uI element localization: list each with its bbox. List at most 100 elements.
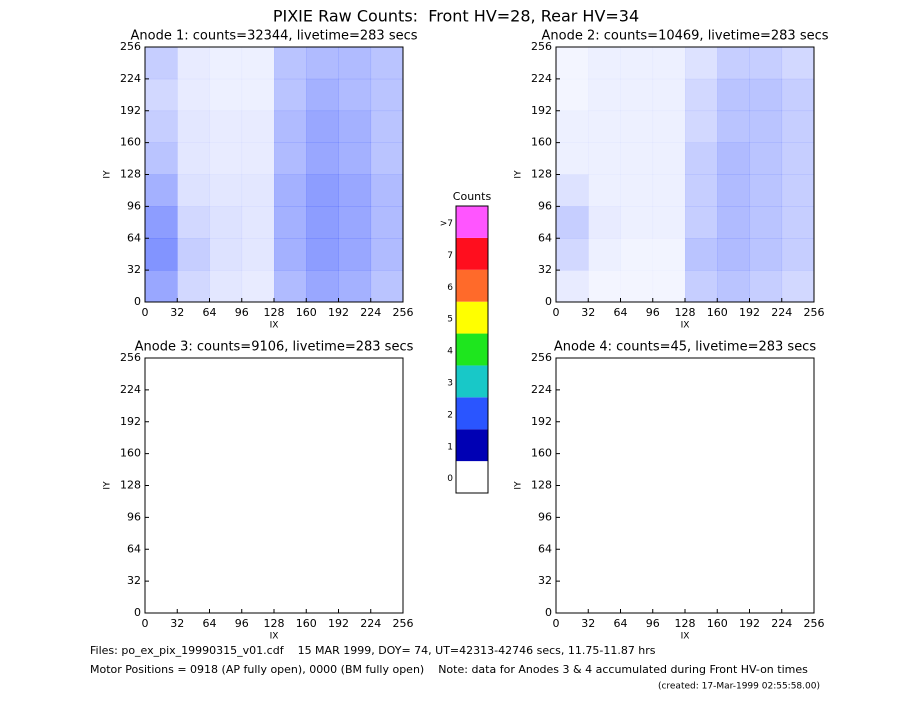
heat-cell (274, 110, 307, 143)
y-tick-label: 64 (538, 542, 552, 555)
y-tick-label: 32 (127, 263, 141, 276)
heat-cell (556, 238, 589, 271)
x-tick-label: 192 (328, 306, 349, 319)
x-tick-label: 192 (328, 617, 349, 630)
x-tick-label: 96 (646, 617, 660, 630)
heat-cell (749, 47, 783, 80)
heat-cell (556, 206, 589, 239)
heat-cell (781, 238, 815, 271)
x-tick-label: 64 (614, 617, 628, 630)
heat-cell (177, 78, 210, 112)
heat-cell (556, 47, 589, 80)
heat-cell (620, 270, 654, 303)
heat-cell (241, 78, 275, 112)
x-tick-label: 64 (203, 306, 217, 319)
heat-cell (652, 47, 686, 80)
heat-cell (652, 270, 686, 303)
heat-cell (274, 78, 307, 112)
heat-cell (652, 78, 686, 112)
colorbar-label: 5 (447, 315, 453, 325)
heat-cell (685, 270, 718, 303)
heat-cell (338, 206, 372, 239)
y-tick-label: 128 (531, 168, 552, 181)
heat-cell (177, 110, 210, 143)
heat-cell (685, 142, 718, 175)
x-tick-label: 128 (675, 617, 696, 630)
x-tick-label: 160 (296, 306, 317, 319)
heat-cell (306, 270, 339, 303)
heat-cell (556, 270, 589, 303)
y-axis-label: IY (103, 481, 113, 490)
colorbar-label: 0 (447, 474, 453, 484)
colorbar-frame (455, 205, 489, 494)
heat-cell (274, 47, 307, 80)
heat-cell (717, 238, 750, 271)
x-tick-label: 96 (646, 306, 660, 319)
heat-cell (685, 174, 718, 207)
heat-cell (306, 142, 339, 175)
y-tick-label: 256 (120, 351, 141, 364)
heat-cell (177, 270, 210, 303)
heat-cell (370, 78, 404, 112)
color-swatch (456, 333, 488, 366)
heat-cell (241, 47, 275, 80)
y-tick-label: 32 (538, 574, 552, 587)
heat-cell (781, 142, 815, 175)
panel-title: Anode 4: counts=45, livetime=283 secs (554, 340, 816, 355)
colorbar-label: 6 (447, 283, 453, 293)
heat-cell (177, 206, 210, 239)
heat-cell (588, 270, 621, 303)
color-swatch (456, 429, 488, 462)
x-tick-label: 128 (264, 617, 285, 630)
heat-cell (620, 78, 654, 112)
x-tick-label: 160 (707, 617, 728, 630)
x-tick-label: 256 (804, 306, 825, 319)
y-tick-label: 192 (120, 104, 141, 117)
heat-cell (781, 270, 815, 303)
color-swatch (456, 365, 488, 398)
heat-cell (588, 206, 621, 239)
colorbar-label: >7 (440, 219, 453, 229)
x-tick-label: 32 (581, 617, 595, 630)
heat-cell (370, 110, 404, 143)
x-tick-label: 96 (235, 617, 249, 630)
x-axis-label: IX (681, 632, 690, 642)
heat-cell (145, 238, 178, 271)
heat-cell (620, 47, 654, 80)
y-axis-label: IY (103, 170, 113, 179)
color-swatch (456, 461, 488, 493)
y-tick-label: 256 (120, 40, 141, 53)
y-tick-label: 192 (120, 415, 141, 428)
y-tick-label: 0 (134, 295, 141, 308)
colorbar-label: 4 (447, 347, 453, 357)
heat-cell (209, 270, 243, 303)
heat-cell (588, 142, 621, 175)
heat-cell (620, 238, 654, 271)
heat-cell (652, 238, 686, 271)
heat-cell (306, 238, 339, 271)
panel-title: Anode 3: counts=9106, livetime=283 secs (135, 340, 414, 355)
color-swatch (456, 269, 488, 302)
x-tick-label: 0 (142, 306, 149, 319)
colorbar-label: 3 (447, 378, 453, 388)
heat-cell (241, 206, 275, 239)
heat-cell (620, 206, 654, 239)
x-axis-label: IX (270, 632, 279, 642)
heat-cell (781, 206, 815, 239)
heat-cell (274, 206, 307, 239)
y-tick-label: 64 (127, 542, 141, 555)
heat-cell (652, 206, 686, 239)
heat-cell (338, 78, 372, 112)
heat-cell (370, 47, 404, 80)
footer-motor: Motor Positions = 0918 (AP fully open), … (90, 663, 808, 676)
heat-cell (556, 142, 589, 175)
y-tick-label: 96 (538, 510, 552, 523)
heat-cell (338, 174, 372, 207)
color-swatch (456, 206, 488, 238)
colorbar-label: 1 (447, 442, 453, 452)
heat-cell (306, 78, 339, 112)
heat-cell (588, 174, 621, 207)
heat-cell (370, 174, 404, 207)
heat-cell (209, 142, 243, 175)
